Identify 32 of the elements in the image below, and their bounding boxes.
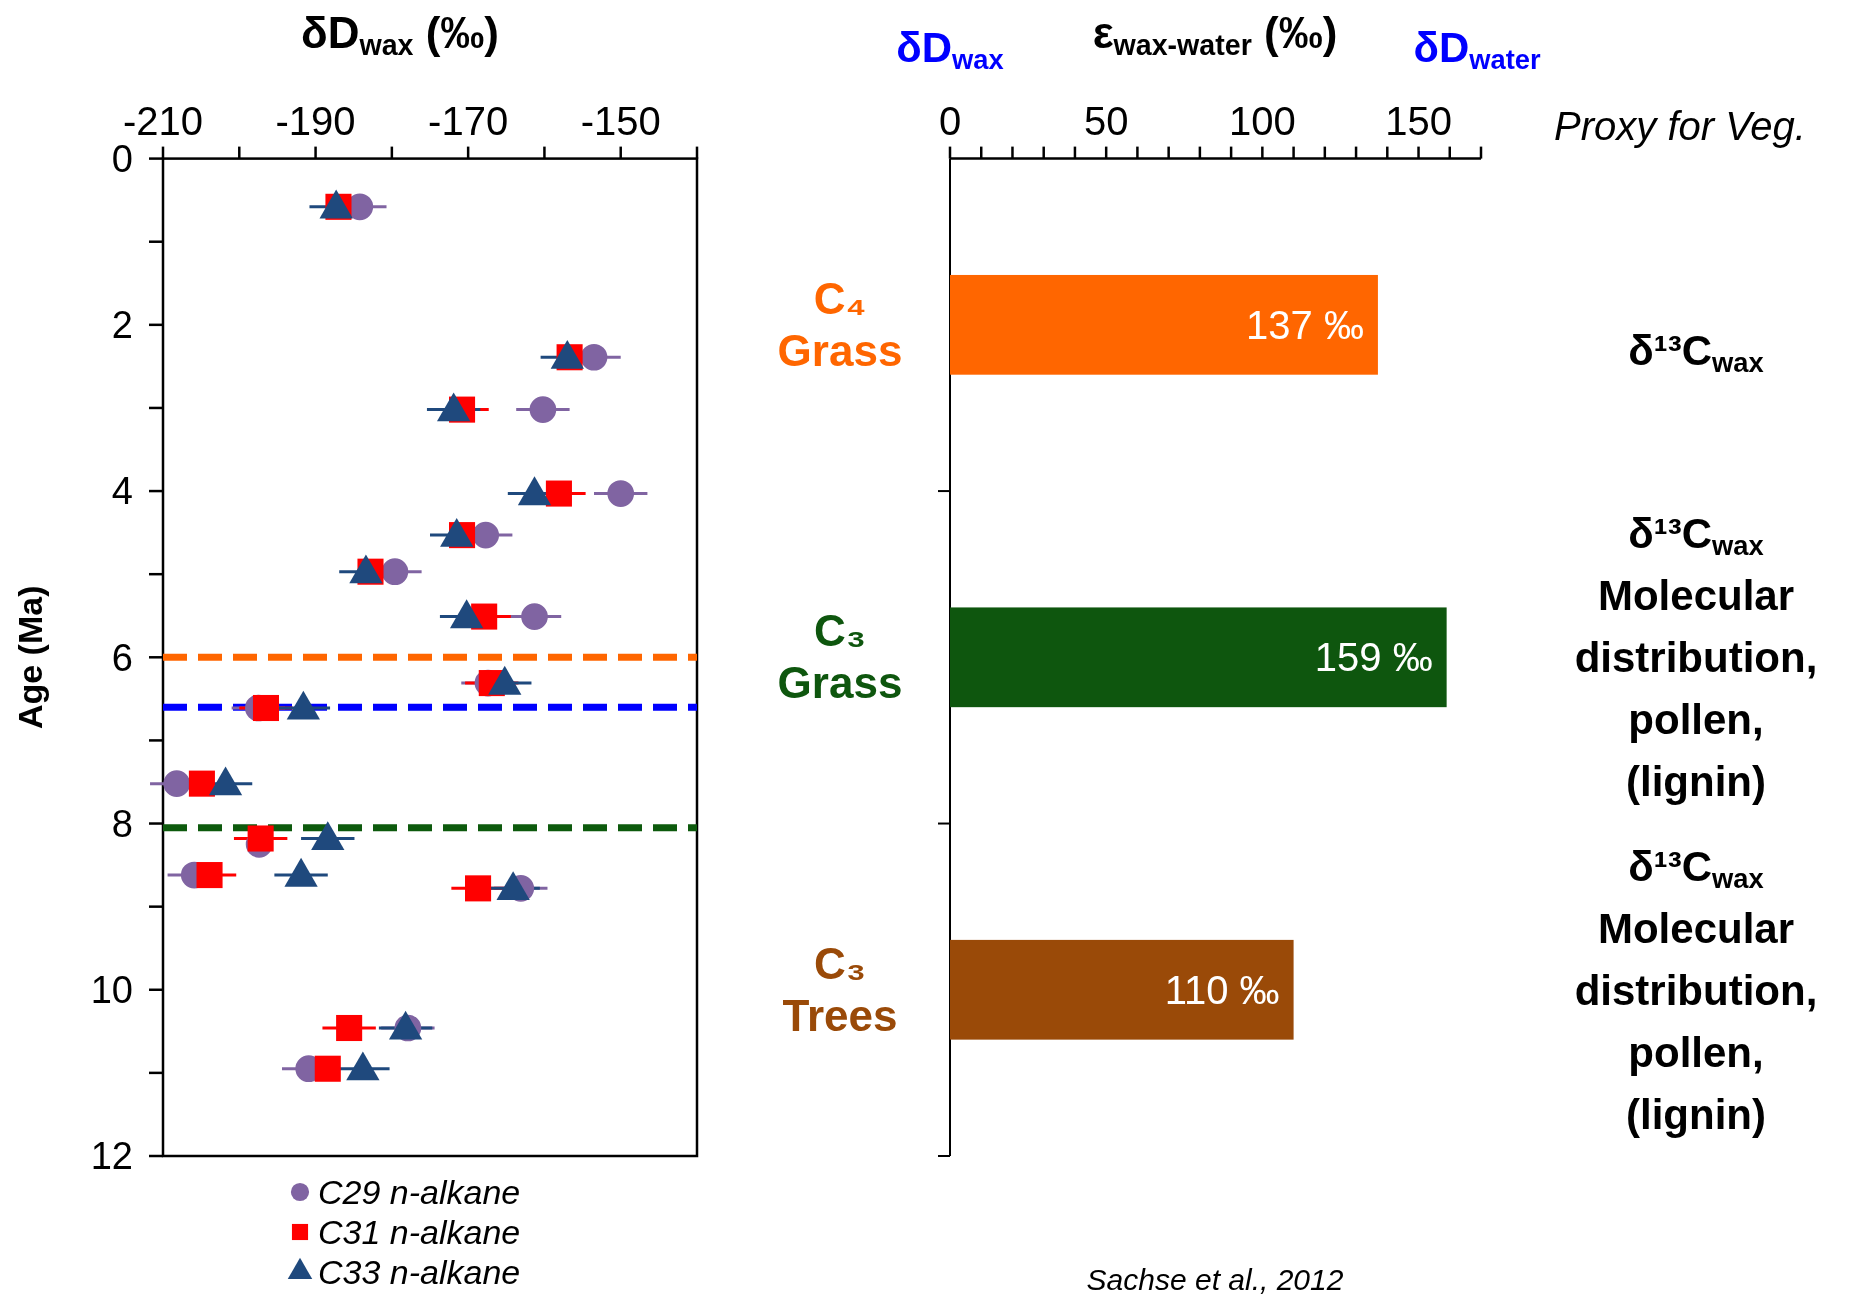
x-axis-title: δD$_{wax}$ (‰) — [300, 8, 500, 62]
y-tick-label: C₃ Grass — [777, 606, 903, 708]
legend-label: C33 n-alkane — [318, 1252, 521, 1291]
text: δ¹³C$_{wax}$ — [1628, 326, 1764, 378]
legend-label: C29 n-alkane — [318, 1172, 521, 1211]
text: δ¹³C$_{wax}$ Molecular distribution, pollen, (lignin) — [1574, 842, 1818, 1138]
y-tick-label: 10 — [90, 969, 133, 1012]
y-tick-label: 8 — [111, 802, 133, 845]
x-tick-label: -170 — [428, 98, 509, 143]
x-tick-label: 150 — [1385, 98, 1452, 143]
y-axis-title: Age (Ma) — [11, 585, 49, 730]
data-label: 159 ‰ — [1314, 635, 1433, 680]
y-tick-label: 4 — [111, 470, 133, 513]
y-tick-label: 12 — [90, 1135, 133, 1178]
x-tick-label: -190 — [275, 98, 356, 143]
legend-label: C31 n-alkane — [318, 1212, 521, 1251]
data-label: 137 ‰ — [1246, 302, 1364, 347]
x-tick-label: 50 — [1083, 98, 1129, 143]
text: Sachse et al., 2012 — [1086, 1263, 1344, 1296]
y-tick-label: C₃ Trees — [782, 938, 898, 1040]
x-tick-label: 0 — [938, 98, 962, 143]
y-tick-label: 6 — [111, 636, 133, 679]
text: δ¹³C$_{wax}$ Molecular distribution, pollen, (lignin) — [1574, 510, 1818, 806]
x-axis-title: ε$_{wax-water}$ (‰) — [1092, 8, 1338, 62]
text: Proxy for Veg. — [1554, 104, 1806, 148]
y-tick-label: 2 — [111, 304, 133, 347]
y-tick-label: C₄ Grass — [777, 273, 903, 375]
x-tick-label: -150 — [580, 98, 661, 143]
text: δD$_{water}$ — [1413, 24, 1541, 75]
text: δD$_{wax}$ — [896, 24, 1004, 75]
data-label: 110 ‰ — [1164, 967, 1280, 1012]
x-tick-label: 100 — [1228, 98, 1296, 143]
